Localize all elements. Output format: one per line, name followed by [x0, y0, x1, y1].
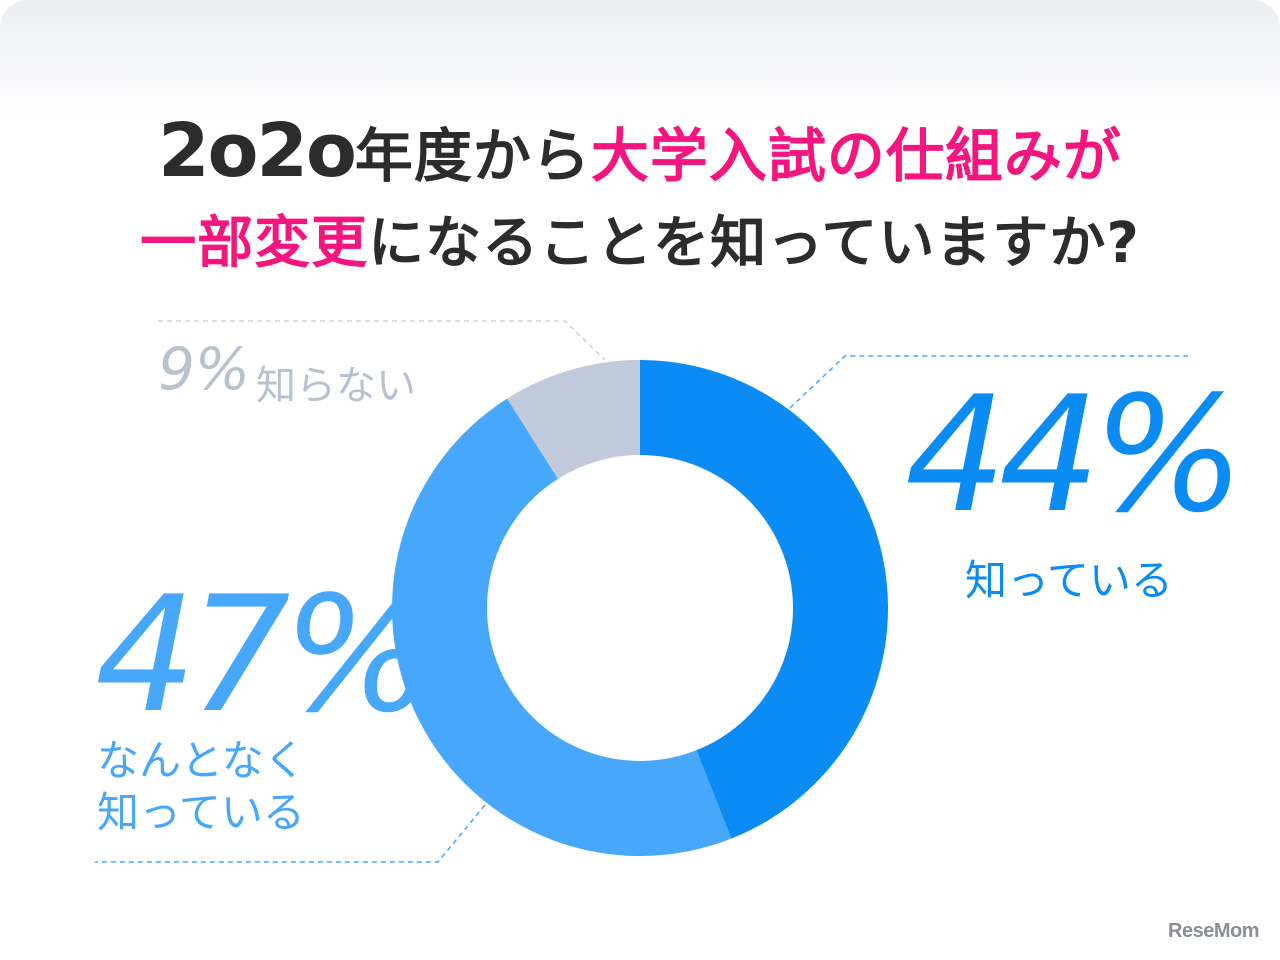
- donut-slice-unknown: [507, 360, 640, 479]
- title-text: 年度から: [354, 122, 591, 190]
- slice-vague-percent: 47%: [95, 561, 435, 748]
- chart-title-line2: 一部変更になることを知っていますか?: [0, 198, 1280, 279]
- resemom-logo: ReseMom: [1168, 920, 1259, 942]
- donut-slice-vague: [392, 398, 732, 856]
- header-background: [0, 0, 1280, 120]
- title-highlight: 大学入試の仕組みが: [590, 122, 1122, 190]
- slice-unknown-percent: 9%: [158, 335, 251, 403]
- leader-line-vague: [95, 804, 486, 863]
- title-year: 2o2o: [158, 108, 357, 194]
- chart-title-line1: 2o2o年度から大学入試の仕組みが: [0, 108, 1280, 194]
- donut-slice-known: [640, 360, 888, 839]
- slice-known-percent: 44%: [905, 361, 1245, 548]
- slice-unknown-label: 知らない: [256, 363, 416, 409]
- leader-line-unknown: [158, 320, 606, 361]
- slice-vague-label-line2: 知っている: [97, 788, 305, 837]
- leader-line-known: [789, 355, 1188, 409]
- title-text-2: になることを知っていますか?: [368, 211, 1140, 276]
- slice-known-label: 知っている: [965, 556, 1173, 605]
- title-highlight-2: 一部変更: [140, 211, 369, 276]
- slice-vague-label-line1: なんとなく: [97, 736, 306, 785]
